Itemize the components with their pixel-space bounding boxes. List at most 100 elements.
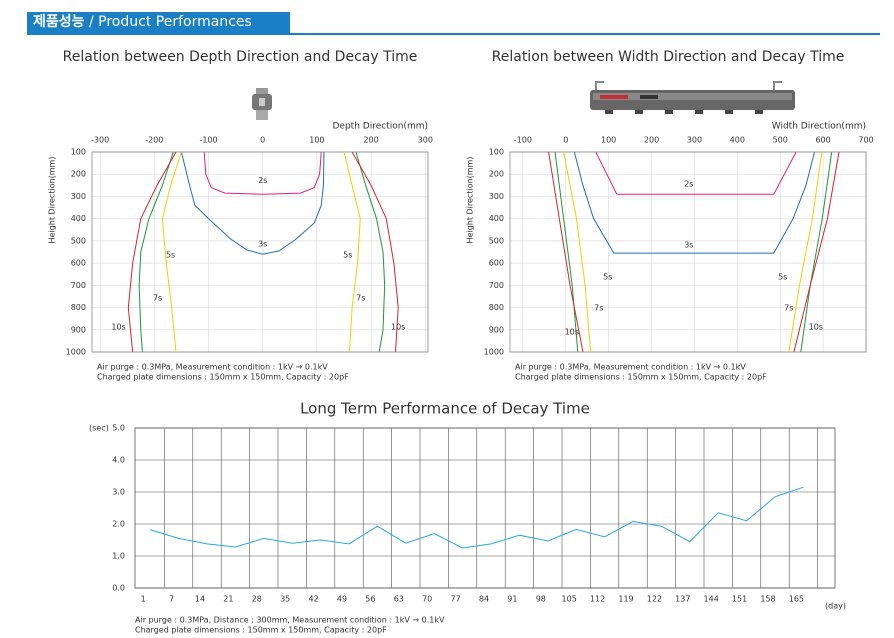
y-tick-label: 600	[489, 259, 504, 268]
x-tick-label: 7	[169, 595, 174, 604]
contour-label: 2s	[258, 176, 267, 185]
y-tick-label: 4.0	[112, 456, 125, 465]
x-tick-label: 144	[704, 595, 719, 604]
y-tick-label: 100	[489, 148, 504, 157]
contour-label: 5s	[778, 272, 787, 281]
header-rule	[27, 33, 880, 35]
footnote: Charged plate dimensions : 150mm x 150mm…	[97, 373, 349, 382]
contour-label: 10s	[565, 328, 579, 337]
y-tick-label: 400	[71, 214, 86, 223]
x-axis-label: Width Direction(mm)	[772, 122, 866, 132]
x-tick-label: 600	[815, 136, 830, 145]
contour-label: 7s	[153, 294, 162, 303]
contour-line	[548, 151, 584, 353]
contour-line	[563, 151, 592, 353]
contour-label: 10s	[111, 323, 125, 332]
y-tick-label: 1.0	[112, 552, 125, 561]
x-tick-label: 105	[562, 595, 577, 604]
contour-line	[788, 151, 823, 353]
x-tick-label: 158	[760, 595, 775, 604]
footnote: Air purge : 0.3MPa, Measurement conditio…	[515, 363, 746, 372]
contour-line	[595, 151, 797, 195]
x-tick-label: 56	[365, 595, 375, 604]
y-tick-label: 500	[71, 236, 86, 245]
x-tick-label: 500	[773, 136, 788, 145]
contour-label: 3s	[684, 240, 693, 249]
y-tick-label: 2.0	[112, 520, 125, 529]
x-tick-label: 70	[422, 595, 432, 604]
x-tick-label: 100	[601, 136, 616, 145]
contour-label: 7s	[356, 294, 365, 303]
y-tick-label: 200	[71, 170, 86, 179]
y-tick-label: 300	[489, 192, 504, 201]
contour-line	[343, 151, 361, 353]
chart-title: Relation between Depth Direction and Dec…	[63, 49, 418, 65]
x-tick-label: -100	[199, 136, 217, 145]
chart-title: Long Term Performance of Decay Time	[300, 400, 590, 418]
plot-frame	[134, 427, 836, 589]
contour-line	[203, 151, 322, 195]
x-tick-label: 35	[280, 595, 290, 604]
y-tick-label: 700	[71, 281, 86, 290]
contour-label: 5s	[166, 251, 175, 260]
x-tick-label: 122	[647, 595, 662, 604]
series-line	[150, 486, 804, 549]
y-axis-label: Height Direction(mm)	[466, 157, 475, 244]
x-tick-label: 98	[536, 595, 546, 604]
section-header: 제품성능 / Product Performances	[27, 12, 290, 33]
x-tick-label: 49	[337, 595, 347, 604]
x-tick-label: 42	[309, 595, 319, 604]
x-tick-label: 0	[260, 136, 265, 145]
x-tick-label: 200	[644, 136, 659, 145]
x-tick-label: 300	[418, 136, 433, 145]
x-tick-label: 400	[730, 136, 745, 145]
contour-label: 5s	[343, 251, 352, 260]
y-tick-label: 300	[71, 192, 86, 201]
contour-line	[355, 151, 386, 353]
x-tick-label: 21	[223, 595, 233, 604]
contour-line	[138, 151, 174, 353]
y-tick-label: 0.0	[112, 584, 125, 593]
contour-line	[127, 151, 177, 353]
y-tick-label: 100	[71, 148, 86, 157]
header-title-ko: 제품성능	[33, 14, 85, 30]
x-tick-label: 151	[732, 595, 747, 604]
y-tick-label: 600	[71, 259, 86, 268]
footnote: Air purge : 0.3MPa, Distance : 300mm, Me…	[135, 616, 445, 625]
y-tick-label: 1000	[484, 348, 504, 357]
contour-label: 7s	[784, 304, 793, 313]
y-axis-label: (sec)	[89, 424, 109, 433]
x-tick-label: 84	[479, 595, 489, 604]
y-tick-label: 1000	[66, 348, 86, 357]
contour-line	[554, 151, 579, 353]
contour-label: 10s	[809, 323, 823, 332]
x-tick-label: -300	[91, 136, 109, 145]
x-tick-label: 700	[858, 136, 873, 145]
x-tick-label: 100	[309, 136, 324, 145]
y-axis-label: Height Direction(mm)	[48, 157, 57, 244]
x-tick-label: 28	[252, 595, 262, 604]
y-tick-label: 200	[489, 170, 504, 179]
x-tick-label: -100	[514, 136, 532, 145]
x-tick-label: 165	[789, 595, 804, 604]
y-tick-label: 3.0	[112, 488, 125, 497]
contour-line	[161, 151, 182, 353]
contour-line	[573, 151, 816, 254]
x-tick-label: 119	[618, 595, 633, 604]
y-tick-label: 700	[489, 281, 504, 290]
x-tick-label: 300	[687, 136, 702, 145]
x-axis-label: (day)	[825, 602, 846, 611]
x-tick-label: 200	[363, 136, 378, 145]
x-tick-label: 137	[675, 595, 690, 604]
contour-line	[180, 151, 325, 255]
y-tick-label: 5.0	[112, 424, 125, 433]
y-tick-label: 800	[489, 303, 504, 312]
nozzle-image	[252, 88, 272, 120]
contour-label: 3s	[258, 240, 267, 249]
x-tick-label: 63	[394, 595, 404, 604]
y-tick-label: 400	[489, 214, 504, 223]
footnote: Charged plate dimensions : 150mm x 150mm…	[515, 373, 767, 382]
footnote: Air purge : 0.3MPa, Measurement conditio…	[97, 363, 328, 372]
chart-title: Relation between Width Direction and Dec…	[492, 49, 845, 65]
